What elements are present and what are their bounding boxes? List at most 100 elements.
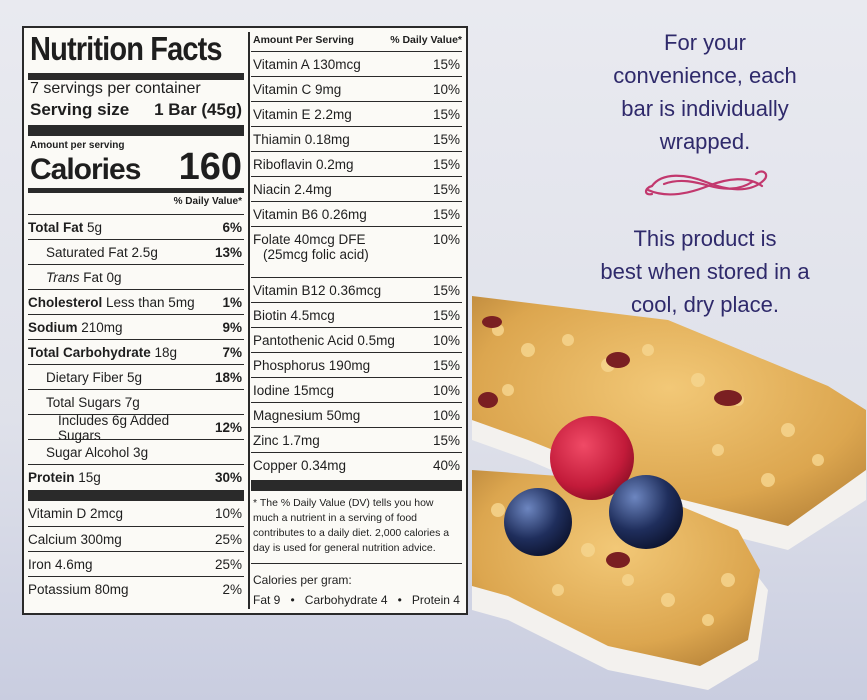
vitamin-name: Zinc 1.7mg	[253, 432, 320, 448]
nutrient-row-saturated-fat: Saturated Fat 2.5g 13%	[28, 239, 244, 265]
nutrient-pct: 25%	[214, 532, 242, 547]
nutrient-amount: 210mg	[77, 320, 123, 335]
nutrient-row-total-sugars: Total Sugars 7g	[28, 389, 244, 415]
vitamin-row: Thiamin 0.18mg 15%	[251, 126, 462, 151]
nutrient-row-sodium: Sodium 210mg 9%	[28, 314, 244, 340]
vitamin-name: Vitamin A 130mcg	[253, 56, 361, 72]
cpg-carbohydrate: Carbohydrate 4	[304, 593, 388, 607]
vitamin-pct: 15%	[432, 282, 460, 298]
vitamin-name: Niacin 2.4mg	[253, 181, 332, 197]
nutrient-row-sugar-alcohol: Sugar Alcohol 3g	[28, 439, 244, 465]
vitamin-pct: 10%	[432, 332, 460, 348]
nutrient-amount: 5g	[83, 220, 103, 235]
cpg-protein: Protein 4	[411, 593, 460, 607]
vitamin-name: Vitamin E 2.2mg	[253, 106, 352, 122]
nutrition-right-column: Amount Per Serving % Daily Value* Vitami…	[251, 28, 466, 613]
vitamin-pct: 10%	[432, 232, 460, 247]
servings-per-container: 7 servings per container	[30, 80, 201, 97]
calories-label: Calories	[30, 153, 141, 186]
promo-line: For your	[664, 30, 746, 55]
nutrient-amount: 15g	[74, 470, 101, 485]
vitamin-name: Copper 0.34mg	[253, 457, 347, 473]
nutrient-pct: 30%	[214, 470, 242, 485]
vitamin-row: Vitamin A 130mcg 15%	[251, 51, 462, 76]
mineral-row-vitamin-d: Vitamin D 2mcg 10%	[28, 501, 244, 526]
promo-line: bar is individually	[621, 96, 789, 121]
vitamin-name: Folate 40mcg DFE	[253, 232, 366, 247]
nutrient-pct: 6%	[222, 220, 242, 235]
blueberry	[504, 488, 572, 556]
nutrient-pct: 10%	[214, 506, 242, 521]
cpg-separator: •	[290, 593, 295, 607]
nutrient-pct: 12%	[214, 420, 242, 435]
nutrient-name: Potassium 80mg	[28, 582, 129, 597]
vitamin-name: Pantothenic Acid 0.5mg	[253, 332, 395, 348]
daily-value-footnote: * The % Daily Value (DV) tells you how m…	[253, 497, 450, 554]
vitamin-row: Phosphorus 190mg 15%	[251, 352, 462, 377]
cpg-fat: Fat 9	[253, 593, 281, 607]
nutrient-name: Sugar Alcohol 3g	[46, 445, 149, 460]
divider	[28, 125, 244, 136]
vitamin-pct: 15%	[432, 307, 460, 323]
daily-value-header: % Daily Value*	[173, 196, 242, 207]
vitamin-pct: 10%	[432, 382, 460, 398]
wrapped-message: For your convenience, each bar is indivi…	[575, 26, 835, 158]
nutrient-pct: 1%	[222, 295, 242, 310]
blueberry	[609, 475, 683, 549]
nutrient-row-trans-fat: Trans Fat 0g	[28, 264, 244, 290]
vitamin-pct: 15%	[432, 357, 460, 373]
bar-back	[472, 296, 866, 550]
vitamin-header: Amount Per Serving % Daily Value*	[251, 30, 462, 50]
divider	[28, 490, 244, 501]
calories-value: 160	[178, 146, 242, 188]
vitamin-subnote: (25mcg folic acid)	[263, 247, 369, 262]
vitamin-row: Zinc 1.7mg 15%	[251, 427, 462, 452]
cpg-separator: •	[397, 593, 402, 607]
serving-size: Serving size 1 Bar (45g)	[30, 100, 242, 120]
vitamin-row: Vitamin C 9mg 10%	[251, 76, 462, 101]
nutrient-row-dietary-fiber: Dietary Fiber 5g 18%	[28, 364, 244, 390]
vitamin-pct: 15%	[432, 131, 460, 147]
nutrient-row-added-sugars: Includes 6g Added Sugars 12%	[28, 412, 244, 443]
vitamin-name: Vitamin C 9mg	[253, 81, 342, 97]
vitamin-row: Vitamin E 2.2mg 15%	[251, 101, 462, 126]
raspberry	[550, 416, 634, 500]
mineral-row-calcium: Calcium 300mg 25%	[28, 526, 244, 552]
nutrient-name: Dietary Fiber 5g	[46, 370, 143, 385]
nutrient-row-protein: Protein 15g 30%	[28, 464, 244, 490]
storage-message: This product is best when stored in a co…	[575, 222, 835, 321]
nutrient-pct: 18%	[214, 370, 242, 385]
vitamin-row-folate: Folate 40mcg DFE (25mcg folic acid) 10%	[251, 226, 462, 277]
divider	[251, 563, 462, 564]
nutrition-facts-panel: Nutrition Facts 7 servings per container…	[22, 26, 468, 615]
vitamin-row: Riboflavin 0.2mg 15%	[251, 151, 462, 176]
vitamin-row: Niacin 2.4mg 15%	[251, 176, 462, 201]
nutrient-row-total-carbohydrate: Total Carbohydrate 18g 7%	[28, 339, 244, 365]
decorative-flourish-icon	[644, 170, 768, 196]
amount-per-serving: Amount per serving	[30, 140, 125, 151]
nutrient-row-cholesterol: Cholesterol Less than 5mg 1%	[28, 289, 244, 315]
nutrient-name: Total Fat	[28, 220, 84, 235]
nutrient-name: Total Sugars 7g	[46, 395, 140, 410]
vitamin-pct: 15%	[432, 432, 460, 448]
calories-per-gram: Fat 9 • Carbohydrate 4 • Protein 4	[253, 593, 460, 607]
vitamin-row: Magnesium 50mg 10%	[251, 402, 462, 427]
vitamin-row: Vitamin B12 0.36mcg 15%	[251, 277, 462, 302]
nutrient-name: Vitamin D 2mcg	[28, 506, 124, 521]
vitamin-name: Riboflavin 0.2mg	[253, 156, 354, 172]
nutrient-name: Fat 0g	[79, 270, 122, 285]
vitamin-name: Thiamin 0.18mg	[253, 131, 350, 147]
vitamin-pct: 15%	[432, 106, 460, 122]
vitamin-row: Pantothenic Acid 0.5mg 10%	[251, 327, 462, 352]
vitamin-name: Iodine 15mcg	[253, 382, 335, 398]
nutrient-name-italic: Trans	[46, 270, 80, 285]
nutrient-name: Includes 6g Added Sugars	[58, 412, 170, 443]
promo-line: This product is	[633, 226, 777, 251]
vitamin-name: Vitamin B12 0.36mcg	[253, 282, 382, 298]
divider	[28, 73, 244, 80]
nutrient-name: Sodium	[28, 320, 78, 335]
divider	[251, 480, 462, 491]
nutrient-pct: 13%	[214, 245, 242, 260]
vitamin-pct: 10%	[432, 81, 460, 97]
vitamin-row: Iodine 15mcg 10%	[251, 377, 462, 402]
